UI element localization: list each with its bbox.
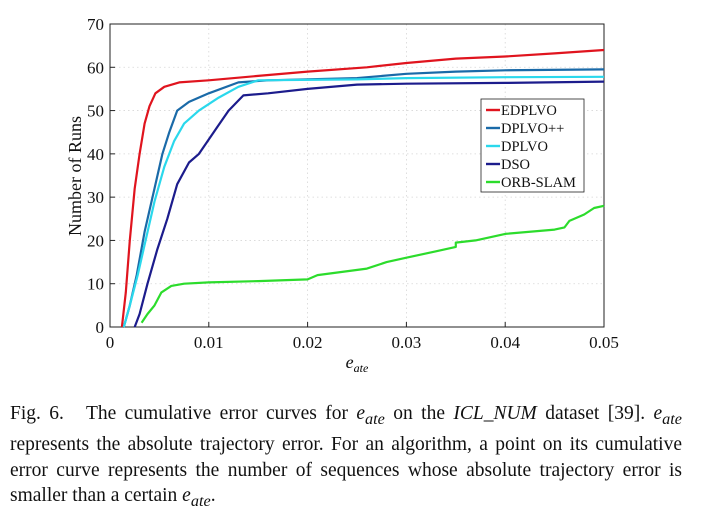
x-tick-label: 0 <box>106 333 115 352</box>
x-axis-label: eate <box>346 352 369 375</box>
y-tick-label: 0 <box>96 318 105 337</box>
caption-var-1: eate <box>356 403 385 428</box>
series-lines <box>120 48 605 328</box>
caption-var-1-main: e <box>356 403 366 424</box>
figure-caption: Fig. 6. The cumulative error curves for … <box>10 401 682 515</box>
x-tick-label: 0.01 <box>194 333 224 352</box>
x-axis-label-main: e <box>346 352 354 372</box>
legend-label-orb-slam: ORB-SLAM <box>501 175 576 191</box>
x-tick-label: 0.02 <box>293 333 323 352</box>
legend-label-edplvo: EDPLVO <box>501 103 557 119</box>
x-axis-label-sub: ate <box>354 361 369 375</box>
y-tick-label: 50 <box>87 102 104 121</box>
caption-text-1: The cumulative error curves for <box>77 403 357 424</box>
y-tick-label: 30 <box>87 188 104 207</box>
cumulative-error-chart: 0 0.01 0.02 0.03 0.04 0.05 0 10 20 30 40 50 60 70 Nu… <box>65 15 619 375</box>
y-tick-label: 20 <box>87 231 104 250</box>
series-line-dso <box>133 80 605 328</box>
caption-text-4: represents the absolute trajectory error… <box>10 434 682 507</box>
caption-text-2: on the <box>384 403 454 424</box>
y-tick-label: 60 <box>87 58 104 77</box>
x-tick-label: 0.05 <box>589 333 619 352</box>
grid <box>110 24 604 327</box>
x-axis-ticks: 0 0.01 0.02 0.03 0.04 0.05 <box>106 322 619 352</box>
caption-var-3: eate <box>182 485 211 510</box>
caption-var-3-main: e <box>182 485 191 507</box>
series-line-orb-slam <box>140 204 605 324</box>
caption-dataset: ICL_NUM <box>453 403 537 424</box>
y-axis-label: Number of Runs <box>65 116 85 236</box>
legend-label-dso: DSO <box>501 157 530 173</box>
series-line-dplvo <box>122 75 605 328</box>
x-tick-label: 0.04 <box>490 333 520 352</box>
caption-text-5: . <box>210 485 216 507</box>
caption-var-2-main: e <box>653 403 663 424</box>
x-tick-label: 0.03 <box>392 333 422 352</box>
legend-label-dplvo: DPLVO++ <box>501 121 564 137</box>
legend-box <box>480 98 585 193</box>
y-axis-ticks: 0 10 20 30 40 50 60 70 <box>87 15 115 337</box>
caption-var-2-sub: ate <box>662 409 682 428</box>
caption-var-2: eate <box>653 403 682 428</box>
caption-var-1-sub: ate <box>365 409 385 428</box>
series-line-edplvo <box>120 48 605 328</box>
y-tick-label: 40 <box>87 145 104 164</box>
plot-area-frame <box>109 23 605 328</box>
series-line-dplvo <box>122 68 605 328</box>
caption-label: Fig. 6. <box>10 403 64 424</box>
caption-var-3-sub: ate <box>190 492 211 511</box>
y-tick-label: 10 <box>87 275 104 294</box>
caption-text-3: dataset [39]. <box>536 403 654 424</box>
y-tick-label: 70 <box>87 15 104 34</box>
legend: EDPLVO DPLVO++ DPLVO DSO ORB-SLAM <box>480 98 585 193</box>
legend-label-dplvo: DPLVO <box>501 139 548 155</box>
